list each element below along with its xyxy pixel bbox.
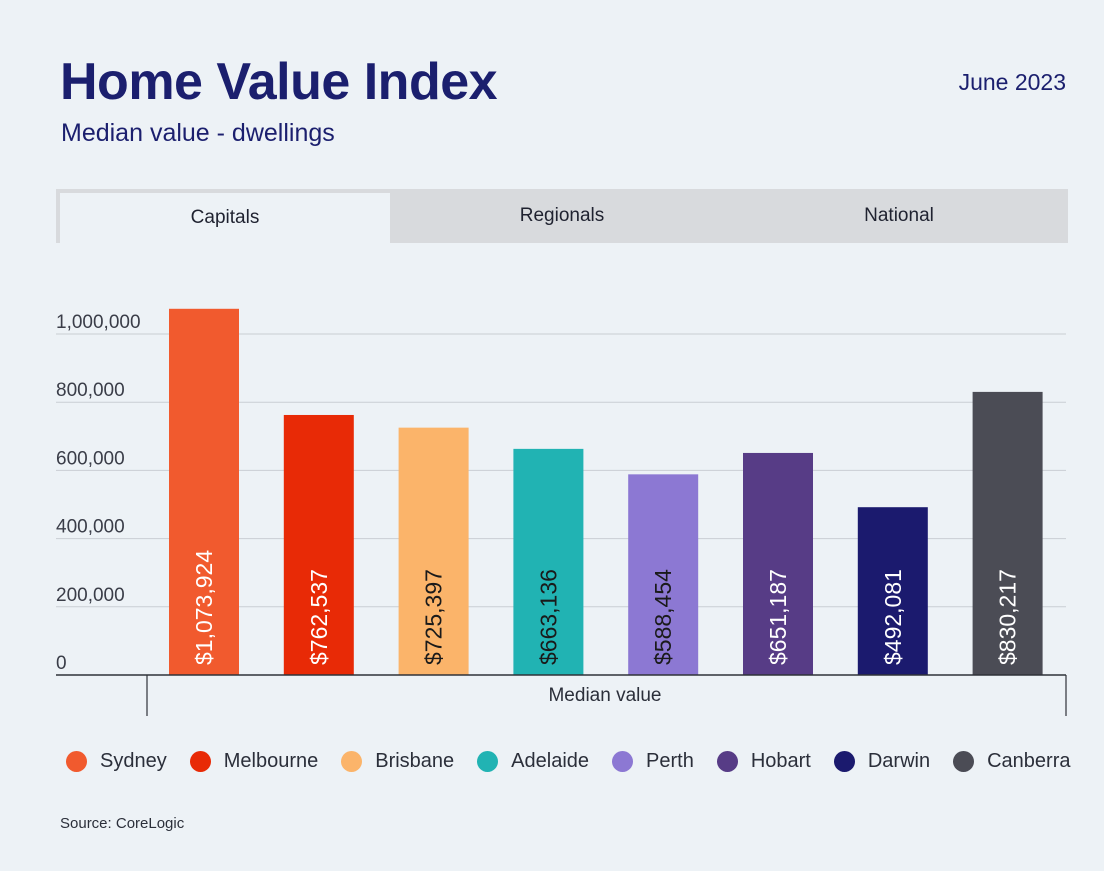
tab-capitals[interactable]: Capitals: [60, 193, 390, 243]
x-axis-label: Median value: [548, 685, 661, 706]
bar-value-label: $762,537: [306, 569, 332, 665]
legend-label: Canberra: [987, 749, 1071, 772]
bar-melbourne: [283, 414, 354, 675]
bar-darwin: [857, 507, 928, 675]
legend-label: Adelaide: [511, 749, 590, 772]
legend-item-hobart: Hobart: [716, 749, 811, 773]
legend-item-brisbane: Brisbane: [341, 750, 454, 773]
legend: Sydney Melbourne Brisbane Adelaide Perth Hoba…: [66, 748, 1094, 774]
y-tick-label: 0: [56, 653, 67, 674]
tab-national[interactable]: National: [864, 205, 934, 226]
legend-label: Perth: [646, 749, 694, 772]
bar-value-label: $725,397: [421, 569, 447, 665]
legend-swatch: [189, 750, 211, 772]
bar-value-label: $830,217: [995, 569, 1021, 665]
legend-swatch: [953, 750, 975, 772]
legend-swatch: [833, 750, 855, 772]
y-tick-label: 1,000,000: [56, 312, 141, 333]
legend-swatch: [66, 750, 87, 772]
region-tabs: Capitals Regionals National: [56, 189, 1068, 243]
chart-title: Home Value Index: [60, 53, 498, 111]
tab-regionals[interactable]: Regionals: [519, 205, 605, 226]
y-tick-label: 200,000: [56, 585, 125, 606]
bar-sydney: [169, 308, 239, 675]
legend-item-sydney: Sydney: [66, 750, 167, 773]
legend-swatch: [477, 750, 499, 772]
y-tick-label: 600,000: [56, 448, 125, 469]
legend-item-canberra: Canberra: [953, 749, 1071, 773]
legend-item-perth: Perth: [612, 750, 694, 773]
legend-label: Darwin: [867, 749, 931, 772]
bar-hobart: [743, 452, 813, 675]
bar-canberra: [972, 391, 1043, 675]
bar-value-label: $651,187: [765, 569, 791, 665]
date-label: June 2023: [958, 69, 1066, 95]
bar-value-label: $1,073,924: [191, 550, 217, 665]
legend-label: Sydney: [100, 749, 167, 772]
y-tick-label: 400,000: [56, 517, 125, 538]
legend-swatch: [612, 750, 634, 772]
legend-label: Hobart: [750, 749, 811, 772]
bar-value-label: $588,454: [650, 569, 676, 665]
source-note: Source: CoreLogic: [60, 815, 185, 832]
legend-item-darwin: Darwin: [833, 749, 931, 773]
legend-item-melbourne: Melbourne: [189, 749, 319, 773]
chart-subtitle: Median value - dwellings: [61, 119, 335, 147]
bar-brisbane: [398, 427, 469, 675]
bar-adelaide: [513, 448, 584, 675]
legend-swatch: [716, 750, 738, 772]
legend-item-adelaide: Adelaide: [477, 750, 589, 773]
bar-value-label: $663,136: [535, 569, 561, 665]
bar-perth: [628, 474, 699, 675]
y-tick-label: 800,000: [56, 380, 125, 401]
legend-label: Brisbane: [375, 749, 455, 772]
bar-value-label: $492,081: [880, 569, 906, 665]
legend-label: Melbourne: [223, 749, 319, 772]
legend-swatch: [341, 750, 363, 772]
